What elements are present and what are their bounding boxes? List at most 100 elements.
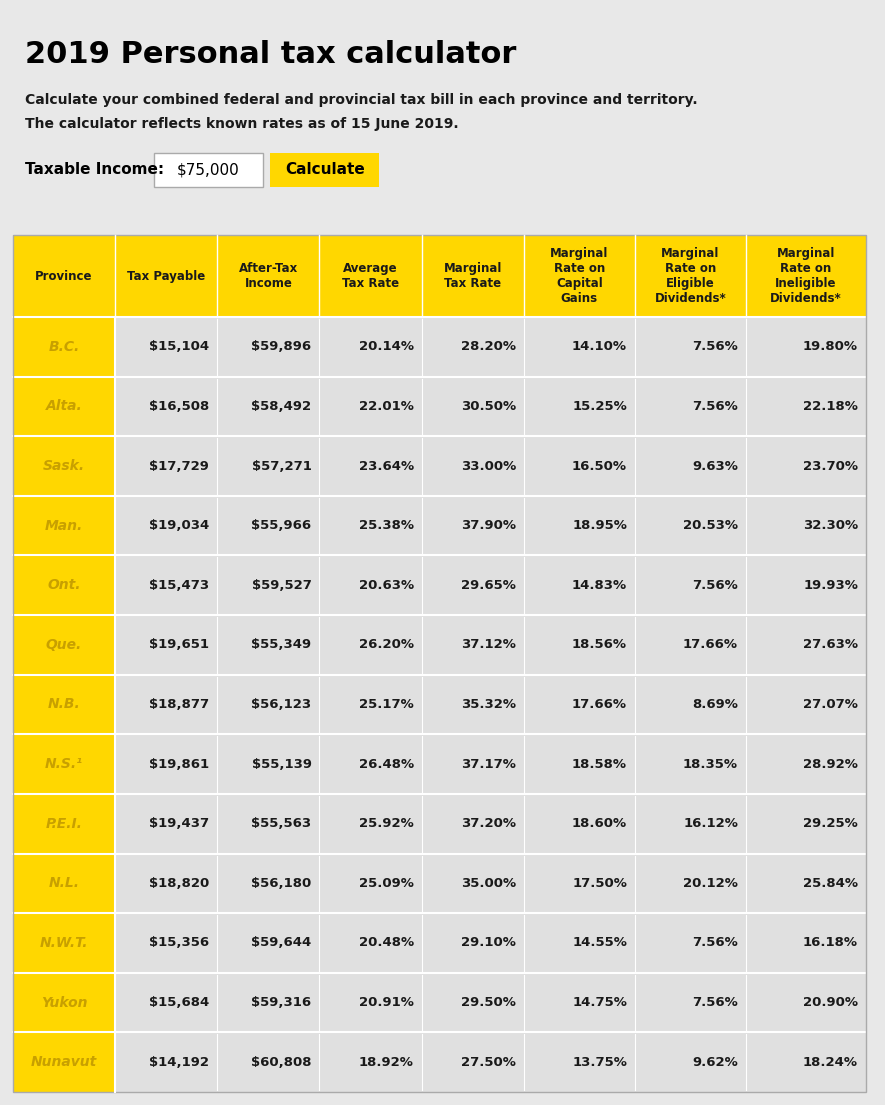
Bar	[746, 1032, 866, 1092]
Bar	[524, 972, 635, 1032]
Bar	[115, 317, 218, 377]
Bar	[218, 675, 319, 735]
Bar	[13, 972, 115, 1032]
Text: $19,651: $19,651	[150, 639, 210, 651]
Bar	[319, 377, 421, 436]
Text: 29.25%: 29.25%	[804, 818, 858, 830]
Text: Alta.: Alta.	[46, 399, 82, 413]
Bar	[421, 1032, 524, 1092]
Text: 28.92%: 28.92%	[804, 758, 858, 770]
Bar	[13, 793, 115, 853]
Bar	[635, 913, 746, 972]
Text: $55,349: $55,349	[251, 639, 312, 651]
Bar	[115, 496, 218, 556]
Text: Calculate: Calculate	[285, 162, 365, 178]
Text: 19.80%: 19.80%	[803, 340, 858, 354]
Text: 33.00%: 33.00%	[461, 460, 516, 473]
Bar	[635, 436, 746, 496]
Text: 30.50%: 30.50%	[461, 400, 516, 413]
Text: $55,139: $55,139	[251, 758, 312, 770]
Text: 9.62%: 9.62%	[692, 1055, 738, 1069]
Text: 25.09%: 25.09%	[358, 877, 413, 890]
Bar	[13, 317, 115, 377]
Bar	[421, 675, 524, 735]
Bar	[524, 496, 635, 556]
Text: $18,877: $18,877	[150, 698, 210, 711]
Text: 25.84%: 25.84%	[803, 877, 858, 890]
Text: N.B.: N.B.	[48, 697, 81, 712]
Bar	[13, 615, 115, 675]
Bar	[635, 496, 746, 556]
Bar	[746, 675, 866, 735]
Text: Man.: Man.	[45, 518, 83, 533]
Text: The calculator reflects known rates as of 15 June 2019.: The calculator reflects known rates as o…	[25, 117, 458, 131]
Bar	[746, 615, 866, 675]
Text: Average
Tax Rate: Average Tax Rate	[342, 262, 399, 290]
Bar	[421, 735, 524, 793]
Text: 7.56%: 7.56%	[692, 400, 738, 413]
Text: 9.63%: 9.63%	[692, 460, 738, 473]
Bar	[421, 317, 524, 377]
Bar	[13, 556, 115, 615]
Bar	[13, 1032, 115, 1092]
Text: Que.: Que.	[46, 638, 82, 652]
Bar	[421, 436, 524, 496]
Bar	[746, 377, 866, 436]
Text: 17.66%: 17.66%	[572, 698, 627, 711]
Bar	[218, 1032, 319, 1092]
Text: 18.35%: 18.35%	[683, 758, 738, 770]
Bar	[13, 235, 866, 317]
Bar	[13, 436, 115, 496]
Bar	[115, 972, 218, 1032]
Bar	[524, 556, 635, 615]
Text: 14.55%: 14.55%	[572, 936, 627, 949]
Bar	[635, 793, 746, 853]
Text: 27.07%: 27.07%	[804, 698, 858, 711]
Bar	[319, 972, 421, 1032]
Text: $19,861: $19,861	[150, 758, 210, 770]
Text: 16.50%: 16.50%	[572, 460, 627, 473]
Text: Marginal
Rate on
Ineligible
Dividends*: Marginal Rate on Ineligible Dividends*	[770, 248, 842, 305]
Text: 7.56%: 7.56%	[692, 996, 738, 1009]
Text: $14,192: $14,192	[150, 1055, 210, 1069]
Text: Nunavut: Nunavut	[31, 1055, 97, 1070]
Text: 29.50%: 29.50%	[461, 996, 516, 1009]
Bar	[319, 793, 421, 853]
Bar	[746, 793, 866, 853]
Text: 15.25%: 15.25%	[573, 400, 627, 413]
Text: 20.90%: 20.90%	[803, 996, 858, 1009]
Text: $59,896: $59,896	[251, 340, 312, 354]
Text: 18.95%: 18.95%	[572, 519, 627, 533]
Text: $16,508: $16,508	[149, 400, 210, 413]
Text: 18.92%: 18.92%	[358, 1055, 413, 1069]
Text: P.E.I.: P.E.I.	[45, 817, 82, 831]
Text: 23.70%: 23.70%	[803, 460, 858, 473]
Text: $55,563: $55,563	[251, 818, 312, 830]
Bar	[218, 436, 319, 496]
Bar	[635, 972, 746, 1032]
Text: 8.69%: 8.69%	[692, 698, 738, 711]
Text: $19,034: $19,034	[149, 519, 210, 533]
Text: Province: Province	[35, 270, 93, 283]
Bar	[218, 556, 319, 615]
Bar	[635, 1032, 746, 1092]
Text: $15,104: $15,104	[150, 340, 210, 354]
Bar	[218, 317, 319, 377]
Bar	[421, 793, 524, 853]
Bar	[524, 913, 635, 972]
Text: N.L.: N.L.	[49, 876, 80, 891]
Text: 32.30%: 32.30%	[803, 519, 858, 533]
Bar	[319, 1032, 421, 1092]
Text: Sask.: Sask.	[43, 459, 85, 473]
Bar	[115, 556, 218, 615]
Bar	[524, 436, 635, 496]
Bar	[421, 496, 524, 556]
Text: Yukon: Yukon	[41, 996, 88, 1010]
Text: 37.17%: 37.17%	[461, 758, 516, 770]
Bar	[524, 1032, 635, 1092]
Text: Marginal
Rate on
Capital
Gains: Marginal Rate on Capital Gains	[550, 248, 609, 305]
Bar	[115, 377, 218, 436]
Text: Calculate your combined federal and provincial tax bill in each province and ter: Calculate your combined federal and prov…	[25, 93, 697, 107]
Text: 29.65%: 29.65%	[461, 579, 516, 592]
Bar	[635, 377, 746, 436]
